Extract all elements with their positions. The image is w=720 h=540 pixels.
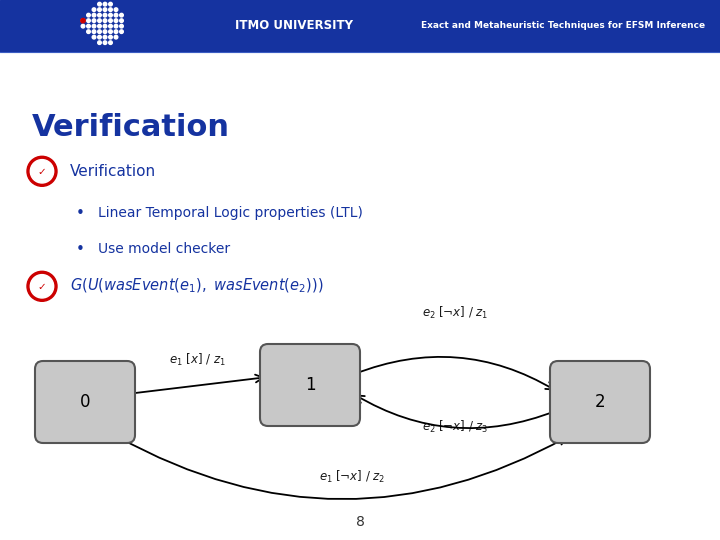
Text: $e_1\ [\neg x]\ /\ z_2$: $e_1\ [\neg x]\ /\ z_2$ xyxy=(319,469,386,485)
Text: ITMO UNIVERSITY: ITMO UNIVERSITY xyxy=(235,19,353,32)
Text: 1: 1 xyxy=(305,376,315,394)
Text: Linear Temporal Logic properties (LTL): Linear Temporal Logic properties (LTL) xyxy=(98,206,363,220)
Circle shape xyxy=(98,8,102,11)
Circle shape xyxy=(81,18,85,23)
Circle shape xyxy=(92,35,96,39)
Circle shape xyxy=(92,19,96,23)
Circle shape xyxy=(120,19,123,23)
Circle shape xyxy=(109,8,112,11)
Circle shape xyxy=(86,30,90,33)
FancyArrowPatch shape xyxy=(356,395,555,428)
Circle shape xyxy=(98,30,102,33)
Text: 0: 0 xyxy=(80,393,90,411)
Circle shape xyxy=(98,19,102,23)
Circle shape xyxy=(103,35,107,39)
Circle shape xyxy=(92,8,96,11)
Text: $G(U(\mathit{wasEvent}(e_1),\ \mathit{wasEvent}(e_2)))$: $G(U(\mathit{wasEvent}(e_1),\ \mathit{wa… xyxy=(70,277,323,295)
Circle shape xyxy=(86,24,90,28)
Text: Verification: Verification xyxy=(32,113,230,143)
FancyBboxPatch shape xyxy=(260,344,360,426)
Circle shape xyxy=(92,14,96,17)
Text: $e_1\ [x]\ /\ z_1$: $e_1\ [x]\ /\ z_1$ xyxy=(169,352,226,368)
Circle shape xyxy=(103,19,107,23)
Circle shape xyxy=(114,14,118,17)
Circle shape xyxy=(120,30,123,33)
Text: Exact and Metaheuristic Techniques for EFSM Inference: Exact and Metaheuristic Techniques for E… xyxy=(421,21,705,30)
Circle shape xyxy=(103,14,107,17)
Circle shape xyxy=(109,24,112,28)
Text: •: • xyxy=(76,206,84,221)
Circle shape xyxy=(103,24,107,28)
Text: $e_2\ [\neg x]\ /\ z_1$: $e_2\ [\neg x]\ /\ z_1$ xyxy=(422,305,488,321)
Text: Verification: Verification xyxy=(70,164,156,179)
Circle shape xyxy=(114,8,118,11)
Text: ✓: ✓ xyxy=(37,167,46,177)
Circle shape xyxy=(114,30,118,33)
Text: •: • xyxy=(76,242,84,257)
FancyBboxPatch shape xyxy=(35,361,135,443)
Circle shape xyxy=(27,156,57,186)
Circle shape xyxy=(109,35,112,39)
Text: Use model checker: Use model checker xyxy=(98,242,230,256)
Circle shape xyxy=(114,24,118,28)
Circle shape xyxy=(81,19,85,23)
FancyBboxPatch shape xyxy=(550,361,650,443)
Text: $e_2\ [\neg x]\ /\ z_3$: $e_2\ [\neg x]\ /\ z_3$ xyxy=(422,419,488,435)
Circle shape xyxy=(109,2,112,6)
Circle shape xyxy=(92,30,96,33)
FancyArrowPatch shape xyxy=(354,357,554,389)
Circle shape xyxy=(27,271,57,301)
Circle shape xyxy=(109,14,112,17)
Text: ✓: ✓ xyxy=(37,282,46,292)
FancyArrowPatch shape xyxy=(117,436,567,499)
Circle shape xyxy=(109,19,112,23)
Circle shape xyxy=(103,8,107,11)
Circle shape xyxy=(98,35,102,39)
Circle shape xyxy=(120,14,123,17)
Circle shape xyxy=(120,24,123,28)
Circle shape xyxy=(98,2,102,6)
Circle shape xyxy=(109,41,112,44)
Circle shape xyxy=(114,19,118,23)
Circle shape xyxy=(98,14,102,17)
Circle shape xyxy=(86,19,90,23)
Text: 2: 2 xyxy=(595,393,606,411)
Circle shape xyxy=(98,24,102,28)
Circle shape xyxy=(103,41,107,44)
Text: 8: 8 xyxy=(356,515,364,529)
FancyArrowPatch shape xyxy=(130,375,264,394)
Circle shape xyxy=(30,160,54,183)
Circle shape xyxy=(30,275,54,298)
Circle shape xyxy=(109,30,112,33)
Circle shape xyxy=(103,2,107,6)
Circle shape xyxy=(114,35,118,39)
Circle shape xyxy=(86,14,90,17)
Circle shape xyxy=(92,24,96,28)
Circle shape xyxy=(103,30,107,33)
Circle shape xyxy=(81,24,85,28)
Circle shape xyxy=(98,41,102,44)
Bar xyxy=(0,0,720,51)
